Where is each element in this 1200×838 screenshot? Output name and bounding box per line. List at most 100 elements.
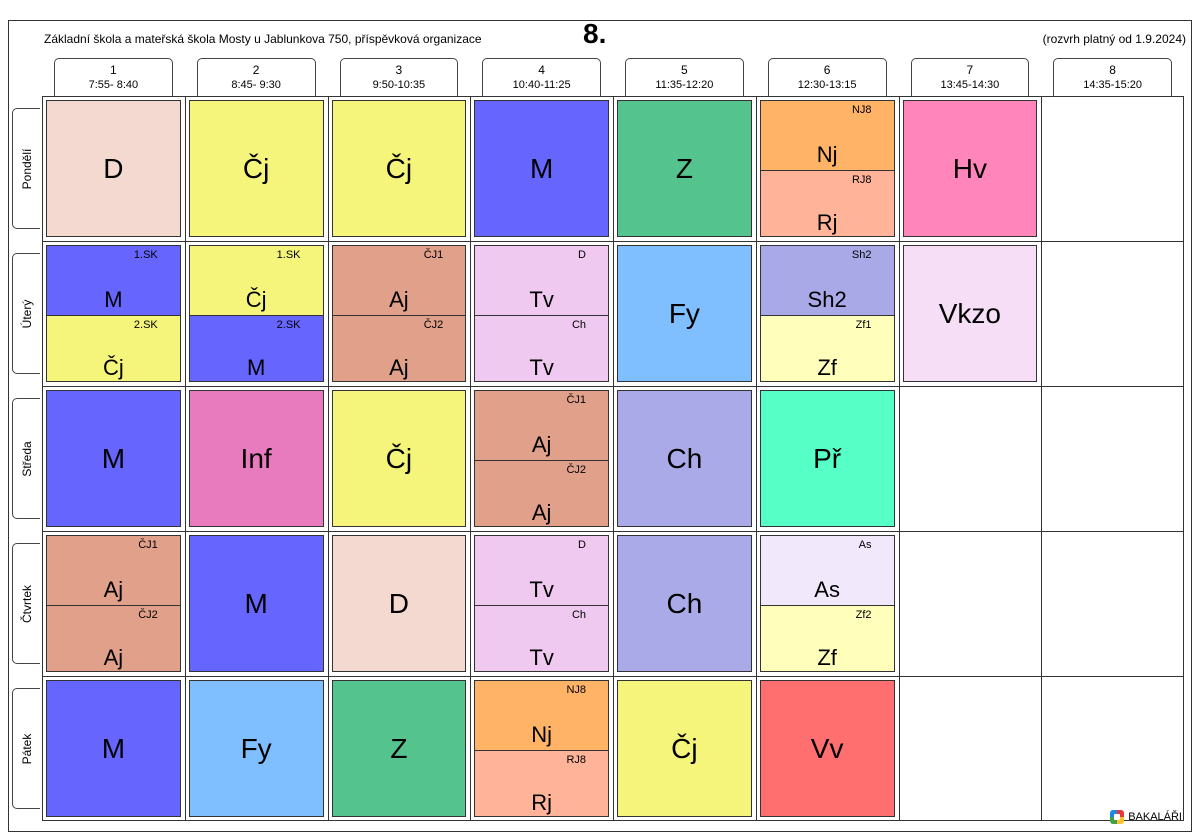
lesson-group: ČJ2 Aj [47,604,180,671]
lesson-cell[interactable]: Fy [188,680,324,817]
subject-abbrev: Nj [531,721,553,747]
group-tag: Zf2 [855,608,872,621]
lesson-group: 2.SK Čj [47,314,180,381]
subject-abbrev: Tv [529,576,554,602]
subject-abbrev: Z [390,732,408,764]
subject-abbrev: Ch [666,587,703,619]
lesson-cell[interactable]: Vv [759,680,895,817]
day-name: Pátek [19,733,34,764]
lesson-group: Ch Tv [475,314,608,381]
lesson-cell[interactable]: M [188,535,324,672]
subject-abbrev: Čj [385,442,413,474]
group-tag: Zf1 [855,318,872,331]
lesson-cell[interactable]: M [46,680,181,817]
lesson-group: ČJ2 Aj [332,314,466,381]
subject-abbrev: D [388,587,409,619]
period-header-6: 6 12:30-13:15 [767,58,887,96]
subject-abbrev: Zf [817,645,837,670]
day-label: Pátek [12,688,40,809]
lesson-group: ČJ1 Aj [475,391,608,460]
subject-abbrev: Čj [242,152,270,184]
group-tag: ČJ2 [138,608,158,621]
lesson-cell[interactable]: Čj [331,100,467,237]
grid-column-divider [1041,96,1043,821]
lesson-group: D Tv [475,536,608,605]
period-time: 14:35-15:20 [1083,79,1142,91]
subject-abbrev: Vkzo [938,297,1001,329]
lesson-cell[interactable]: Čj [331,390,467,527]
subject-abbrev: Inf [240,442,272,474]
subject-abbrev: D [103,152,124,184]
period-header-4: 4 10:40-11:25 [482,58,601,96]
period-header-1: 1 7:55- 8:40 [54,58,173,96]
subject-abbrev: Tv [529,645,554,670]
lesson-cell[interactable]: D Tv Ch Tv [474,535,609,672]
period-number: 2 [252,63,260,77]
lesson-cell[interactable]: Z [617,100,752,237]
lesson-cell[interactable]: ČJ1 Aj ČJ2 Aj [474,390,609,527]
grid-row-divider [42,386,1184,387]
grid-column-divider [898,96,900,821]
subject-abbrev: Rj [531,790,553,815]
period-time: 9:50-10:35 [372,79,426,91]
period-time: 13:45-14:30 [940,79,1000,91]
lesson-cell[interactable]: NJ8 Nj RJ8 Rj [759,100,895,237]
subject-abbrev: Čj [385,152,413,184]
lesson-cell[interactable]: Vkzo [902,245,1038,382]
subject-abbrev: Fy [240,732,272,764]
period-header-2: 2 8:45- 9:30 [196,58,316,96]
group-tag: 1.SK [133,249,158,261]
subject-abbrev: Aj [531,431,552,457]
period-time: 12:30-13:15 [797,79,857,91]
lesson-cell[interactable]: Sh2 Sh2 Zf1 Zf [759,245,895,382]
grid-column-divider [184,96,186,821]
period-header-7: 7 13:45-14:30 [910,58,1030,96]
grid-column-divider [470,96,472,821]
lesson-cell[interactable]: Ch [617,390,752,527]
group-tag: ČJ2 [566,463,586,476]
lesson-cell[interactable]: ČJ1 Aj ČJ2 Aj [46,535,181,672]
group-tag: ČJ1 [566,394,586,406]
lesson-cell[interactable]: D [331,535,467,672]
day-label: Středa [12,398,40,519]
subject-abbrev: M [104,286,123,312]
group-tag: Ch [571,318,586,331]
lesson-cell[interactable]: D [46,100,181,237]
lesson-cell[interactable]: Z [331,680,467,817]
lesson-cell[interactable]: Př [759,390,895,527]
period-number: 4 [538,63,545,77]
lesson-cell[interactable]: Hv [902,100,1038,237]
grid-row-divider [42,241,1184,242]
lesson-cell[interactable]: As As Zf2 Zf [759,535,895,672]
subject-abbrev: Fy [668,297,700,329]
lesson-cell[interactable]: 1.SK M 2.SK Čj [46,245,181,382]
validity-note: (rozvrh platný od 1.9.2024) [1042,32,1186,46]
subject-abbrev: Čj [245,286,267,312]
lesson-cell[interactable]: 1.SK Čj 2.SK M [188,245,324,382]
group-tag: Sh2 [851,249,872,261]
day-label: Čtvrtek [12,543,40,664]
lesson-cell[interactable]: D Tv Ch Tv [474,245,609,382]
period-number: 1 [110,63,117,77]
lesson-cell[interactable]: Čj [617,680,752,817]
lesson-cell[interactable]: ČJ1 Aj ČJ2 Aj [331,245,467,382]
subject-abbrev: M [529,152,554,184]
lesson-group: Zf1 Zf [760,314,894,381]
group-tag: ČJ2 [423,318,444,331]
period-number: 5 [681,63,688,77]
group-tag: As [858,539,872,551]
lesson-cell[interactable]: NJ8 Nj RJ8 Rj [474,680,609,817]
lesson-cell[interactable]: M [474,100,609,237]
lesson-group: NJ8 Nj [760,101,894,170]
lesson-cell[interactable]: Fy [617,245,752,382]
lesson-cell[interactable]: Inf [188,390,324,527]
lesson-cell[interactable]: Čj [188,100,324,237]
lesson-group: Zf2 Zf [760,604,894,671]
period-header-3: 3 9:50-10:35 [339,58,459,96]
lesson-group: RJ8 Rj [760,169,894,236]
lesson-cell[interactable]: Ch [617,535,752,672]
lesson-group: NJ8 Nj [475,681,608,750]
day-label: Úterý [12,253,40,374]
group-tag: RJ8 [851,173,872,186]
lesson-cell[interactable]: M [46,390,181,527]
